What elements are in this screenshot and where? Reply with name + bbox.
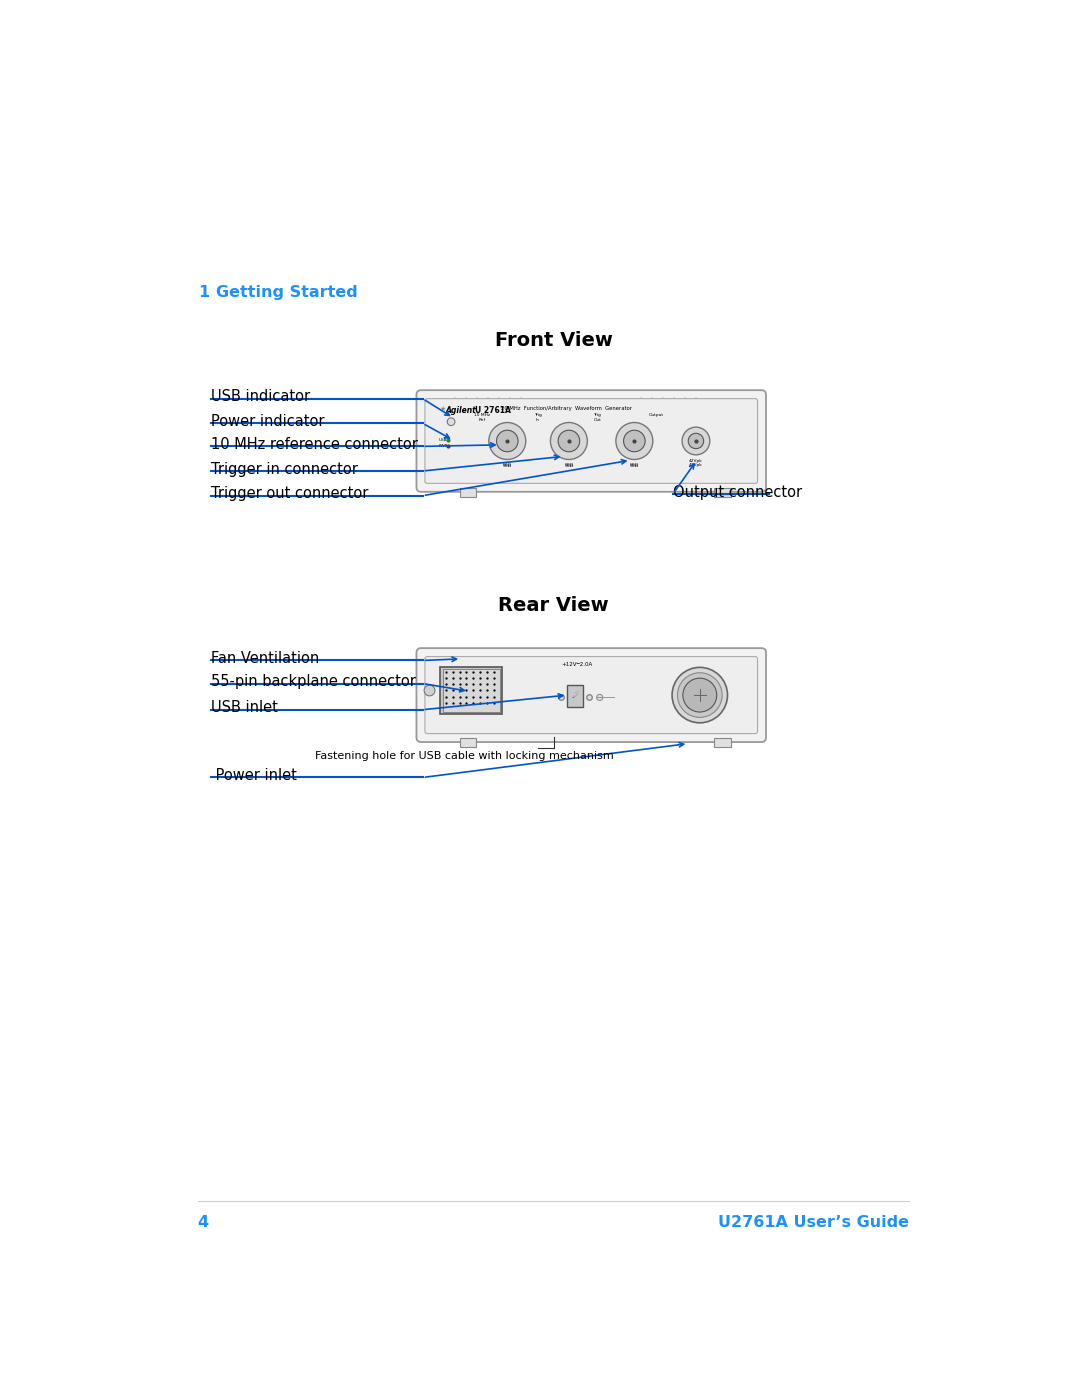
FancyBboxPatch shape <box>417 648 766 742</box>
Text: Getting Started: Getting Started <box>216 285 357 300</box>
Text: Power inlet: Power inlet <box>211 768 297 784</box>
Bar <box>460 738 476 747</box>
Text: Rear View: Rear View <box>498 595 609 615</box>
Circle shape <box>497 430 518 451</box>
Circle shape <box>683 427 710 455</box>
Bar <box>714 738 730 747</box>
Circle shape <box>688 433 704 448</box>
Text: 55-pin backplane connector: 55-pin backplane connector <box>211 675 416 689</box>
Text: 42Vpk: 42Vpk <box>689 462 703 467</box>
Circle shape <box>616 422 652 460</box>
Circle shape <box>447 418 455 426</box>
Text: ☄: ☄ <box>571 692 579 700</box>
Text: 20 MHz  Function/Arbitrary  Waveform  Generator: 20 MHz Function/Arbitrary Waveform Gener… <box>501 405 632 411</box>
FancyBboxPatch shape <box>417 390 766 492</box>
FancyBboxPatch shape <box>424 398 757 483</box>
Text: 50Ω: 50Ω <box>630 464 639 468</box>
Text: U 2761A: U 2761A <box>475 405 511 415</box>
Circle shape <box>558 430 580 451</box>
Circle shape <box>623 430 645 451</box>
Bar <box>443 669 500 712</box>
Text: 10 MHz reference connector: 10 MHz reference connector <box>211 437 418 453</box>
Text: USB indicator: USB indicator <box>211 390 310 404</box>
Circle shape <box>596 694 603 700</box>
Text: Front View: Front View <box>495 331 612 349</box>
Bar <box>441 666 502 714</box>
FancyBboxPatch shape <box>424 657 757 733</box>
Circle shape <box>489 422 526 460</box>
Text: 50Ω: 50Ω <box>503 464 512 468</box>
Bar <box>460 488 476 497</box>
Text: Trig
In: Trig In <box>535 414 542 422</box>
Text: Output: Output <box>648 414 663 418</box>
Text: USB inlet: USB inlet <box>211 700 278 715</box>
Text: 50Ω: 50Ω <box>565 464 573 468</box>
Circle shape <box>677 673 723 718</box>
Text: ★: ★ <box>440 405 446 412</box>
Text: Trigger out connector: Trigger out connector <box>211 486 368 502</box>
Text: 50Ω: 50Ω <box>630 462 639 467</box>
Text: Fastening hole for USB cable with locking mechanism: Fastening hole for USB cable with lockin… <box>314 752 613 761</box>
Text: 50Ω: 50Ω <box>565 462 573 467</box>
Text: 4: 4 <box>198 1215 208 1229</box>
Circle shape <box>424 685 435 696</box>
Circle shape <box>672 668 728 722</box>
Text: +12V─2.0A: +12V─2.0A <box>562 662 593 666</box>
Bar <box>567 685 583 707</box>
Text: Fan Ventilation: Fan Ventilation <box>211 651 319 666</box>
Text: Output connector: Output connector <box>673 485 802 500</box>
Text: U2761A User’s Guide: U2761A User’s Guide <box>718 1215 909 1229</box>
Text: Trig
Out: Trig Out <box>593 414 602 422</box>
Text: 42Vpk: 42Vpk <box>689 460 703 464</box>
Text: USB: USB <box>438 439 447 443</box>
Circle shape <box>551 422 588 460</box>
Text: Trigger in connector: Trigger in connector <box>211 462 357 476</box>
Bar <box>714 488 730 497</box>
Text: 1: 1 <box>198 285 208 300</box>
Text: 10 MHz
Ref: 10 MHz Ref <box>474 414 490 422</box>
Text: Power indicator: Power indicator <box>211 414 324 429</box>
Circle shape <box>683 678 717 712</box>
Text: PWR: PWR <box>438 444 448 448</box>
Text: Agilent: Agilent <box>446 405 476 415</box>
Text: 50Ω: 50Ω <box>503 462 512 467</box>
